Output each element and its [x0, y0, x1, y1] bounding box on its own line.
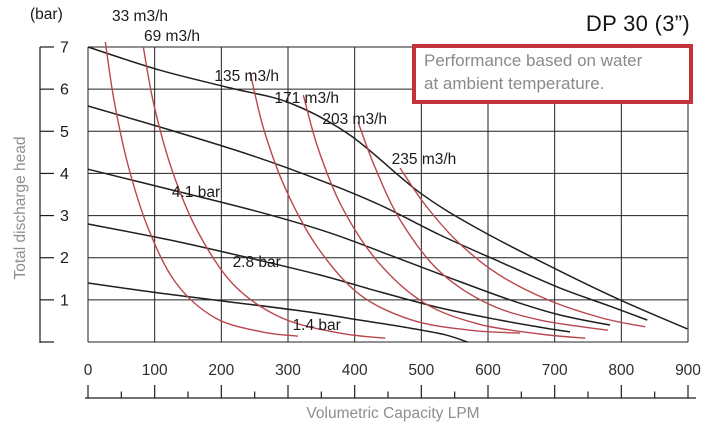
x-tick-label: 900 [675, 362, 701, 379]
note-line-2: at ambient temperature. [424, 73, 605, 93]
y-tick-label: 5 [60, 124, 69, 141]
curve-air-curve-203 [357, 121, 609, 331]
x-tick-label: 200 [208, 362, 234, 379]
curve-air-curve-33 [104, 41, 299, 337]
x-tick-label: 500 [408, 362, 434, 379]
performance-note-box: Performance based on water at ambient te… [412, 44, 693, 104]
curve-label-69-m3h: 69 m3/h [144, 28, 200, 45]
x-tick-label: 800 [608, 362, 634, 379]
x-axis-scale: 0 100 200 300 400 500 600 700 800 900 [84, 362, 701, 399]
curve-label-33-m3h: 33 m3/h [112, 8, 168, 25]
curve-discharge-curve-4-1-bar [87, 168, 611, 326]
x-tick-label: 0 [84, 362, 93, 379]
x-tick-label: 700 [542, 362, 568, 379]
curves [87, 41, 688, 343]
y-tick-label: 2 [60, 250, 69, 267]
chart-title: DP 30 (3”) [585, 11, 690, 36]
x-tick-label: 600 [475, 362, 501, 379]
curve-label-1-4-bar: 1.4 bar [293, 317, 341, 334]
curve-label-235-m3h: 235 m3/h [392, 151, 457, 168]
curve-label-203-m3h: 203 m3/h [322, 111, 387, 128]
curve-air-curve-69 [142, 46, 386, 339]
x-axis-title: Volumetric Capacity LPM [306, 405, 480, 422]
y-tick-label: 7 [60, 40, 69, 57]
curve-discharge-curve-1 [87, 46, 688, 330]
y-tick-label: 1 [60, 292, 69, 309]
curve-label-135-m3h: 135 m3/h [214, 68, 279, 85]
curve-air-curve-235 [399, 167, 646, 328]
curve-label-171-m3h: 171 m3/h [274, 90, 339, 107]
y-axis-unit-label: (bar) [30, 6, 63, 23]
curve-label-4-1-bar: 4.1 bar [172, 184, 220, 201]
y-tick-label: 3 [60, 208, 69, 225]
curve-air-curve-171 [302, 94, 586, 339]
curve-air-curve-135 [249, 71, 521, 334]
y-axis-scale: 7 6 5 4 3 2 1 [39, 40, 69, 343]
x-tick-label: 100 [142, 362, 168, 379]
note-line-1: Performance based on water [424, 51, 643, 70]
y-tick-label: 4 [60, 166, 69, 183]
curve-discharge-curve-2-8-bar [87, 223, 571, 333]
curve-discharge-curve-1-4-bar [87, 282, 468, 343]
curve-labels: 4.1 bar 2.8 bar 1.4 bar 33 m3/h 69 m3/h … [112, 8, 456, 334]
x-tick-label: 400 [342, 362, 368, 379]
curve-label-2-8-bar: 2.8 bar [233, 254, 281, 271]
y-tick-label: 6 [60, 82, 69, 99]
y-axis-title: Total discharge head [12, 136, 29, 280]
x-tick-label: 300 [275, 362, 301, 379]
